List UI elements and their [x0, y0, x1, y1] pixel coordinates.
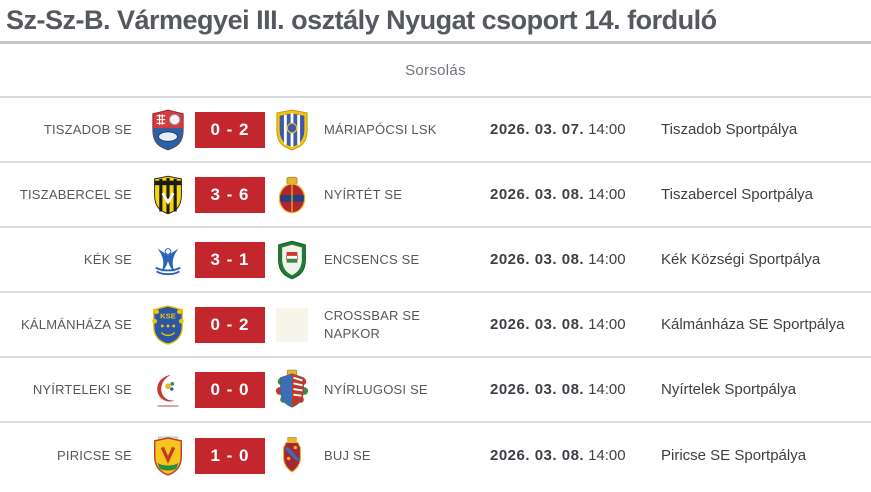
match-time: 14:00: [588, 316, 626, 333]
score-badge[interactable]: 3 - 6: [195, 176, 265, 213]
match-row: TISZABERCEL SE 3 - 6 NYÍRTÉT SE 2026. 03…: [0, 163, 871, 228]
match-venue: Tiszadob Sportpálya: [661, 121, 798, 138]
piricse-se-crest-icon: [153, 436, 182, 476]
score-cell: 1 - 0: [195, 437, 265, 474]
away-team-name[interactable]: CROSSBAR SE NAPKOR: [324, 307, 421, 341]
match-time: 14:00: [588, 121, 626, 138]
match-date: 2026. 03. 08.: [490, 447, 585, 464]
kek-se-crest-icon: [154, 247, 181, 275]
home-team-name[interactable]: KÁLMÁNHÁZA SE: [21, 316, 132, 332]
away-team-crest[interactable]: [265, 109, 318, 151]
score-badge[interactable]: 1 - 0: [195, 437, 265, 474]
match-date: 2026. 03. 07.: [490, 121, 585, 138]
nyirteleki-se-crest-icon: [150, 368, 185, 411]
match-datetime: 2026. 03. 08. 14:00: [458, 447, 626, 464]
score-cell: 3 - 6: [195, 176, 265, 213]
match-row: TISZADOB SE 0 - 2 MÁRIAPÓCSI LSK 2026. 0: [0, 98, 871, 163]
match-row: NYÍRTELEKI SE 0 - 0: [0, 358, 871, 423]
home-team-crest[interactable]: KSE: [140, 304, 195, 346]
match-datetime: 2026. 03. 08. 14:00: [458, 381, 626, 398]
away-team-crest[interactable]: [265, 239, 318, 281]
page-title: Sz-Sz-B. Vármegyei III. osztály Nyugat c…: [6, 5, 717, 35]
match-venue: Nyírtelek Sportpálya: [661, 381, 797, 398]
away-team-crest[interactable]: [265, 173, 318, 217]
score-badge[interactable]: 0 - 0: [195, 371, 265, 408]
match-datetime: 2026. 03. 08. 14:00: [458, 251, 626, 268]
away-team-crest[interactable]: [265, 434, 318, 478]
score-badge[interactable]: 0 - 2: [195, 306, 265, 343]
mariapocsi-lsk-crest-icon: [275, 109, 308, 150]
match-date: 2026. 03. 08.: [490, 381, 585, 398]
match-time: 14:00: [588, 381, 626, 398]
nyirlugosi-se-crest-icon: [275, 369, 308, 408]
nyirtet-se-crest-icon: [278, 176, 305, 213]
away-team-crest[interactable]: [265, 304, 318, 346]
match-date: 2026. 03. 08.: [490, 251, 585, 268]
match-time: 14:00: [588, 186, 626, 203]
kalmanhaza-se-crest-icon: KSE: [151, 304, 184, 345]
home-team-crest[interactable]: [140, 435, 195, 477]
page-header: Sz-Sz-B. Vármegyei III. osztály Nyugat c…: [0, 0, 871, 44]
section-header: Sorsolás: [0, 44, 871, 98]
away-team-name[interactable]: NYÍRTÉT SE: [324, 186, 403, 202]
match-row: KÉK SE 3 - 1 ENCSENCS SE 2026. 03. 08. 14: [0, 228, 871, 293]
home-team-crest[interactable]: [140, 368, 195, 412]
away-team-name[interactable]: ENCSENCS SE: [324, 251, 420, 267]
match-venue: Kék Községi Sportpálya: [661, 251, 821, 268]
home-team-crest[interactable]: [140, 174, 195, 216]
match-datetime: 2026. 03. 07. 14:00: [458, 121, 626, 138]
match-venue: Tiszabercel Sportpálya: [661, 186, 814, 203]
tiszadob-se-crest-icon: [151, 109, 184, 150]
match-datetime: 2026. 03. 08. 14:00: [458, 186, 626, 203]
match-date: 2026. 03. 08.: [490, 186, 585, 203]
match-time: 14:00: [588, 251, 626, 268]
encsencs-se-crest-icon: [277, 240, 306, 279]
match-time: 14:00: [588, 447, 626, 464]
away-team-name[interactable]: BUJ SE: [324, 447, 371, 463]
crossbar-se-napkor-placeholder-icon: [275, 307, 308, 342]
home-team-name[interactable]: PIRICSE SE: [57, 447, 132, 463]
match-row: PIRICSE SE 1 - 0 BUJ SE 2026. 03. 08. 14:…: [0, 423, 871, 488]
score-cell: 3 - 1: [195, 241, 265, 278]
score-badge[interactable]: 3 - 1: [195, 241, 265, 278]
svg-text:KSE: KSE: [160, 311, 176, 320]
match-venue: Kálmánháza SE Sportpálya: [661, 316, 845, 333]
score-cell: 0 - 2: [195, 111, 265, 148]
match-venue: Piricse SE Sportpálya: [661, 447, 807, 464]
buj-se-crest-icon: [282, 436, 301, 473]
score-badge[interactable]: 0 - 2: [195, 111, 265, 148]
score-cell: 0 - 2: [195, 306, 265, 343]
away-team-name[interactable]: MÁRIAPÓCSI LSK: [324, 121, 437, 137]
home-team-name[interactable]: NYÍRTELEKI SE: [32, 381, 132, 397]
home-team-crest[interactable]: [140, 109, 195, 151]
home-team-name[interactable]: KÉK SE: [83, 251, 132, 267]
home-team-name[interactable]: TISZADOB SE: [43, 121, 132, 137]
match-row: KÁLMÁNHÁZA SE KSE 0 - 2 CROSSBAR SE NAPK…: [0, 293, 871, 358]
match-datetime: 2026. 03. 08. 14:00: [458, 316, 626, 333]
home-team-name[interactable]: TISZABERCEL SE: [19, 186, 132, 202]
section-title: Sorsolás: [405, 61, 466, 79]
match-date: 2026. 03. 08.: [490, 316, 585, 333]
tiszabercel-se-crest-icon: [153, 175, 182, 214]
away-team-crest[interactable]: [265, 369, 318, 411]
away-team-name[interactable]: NYÍRLUGOSI SE: [324, 381, 428, 397]
home-team-crest[interactable]: [140, 239, 195, 281]
score-cell: 0 - 0: [195, 371, 265, 408]
